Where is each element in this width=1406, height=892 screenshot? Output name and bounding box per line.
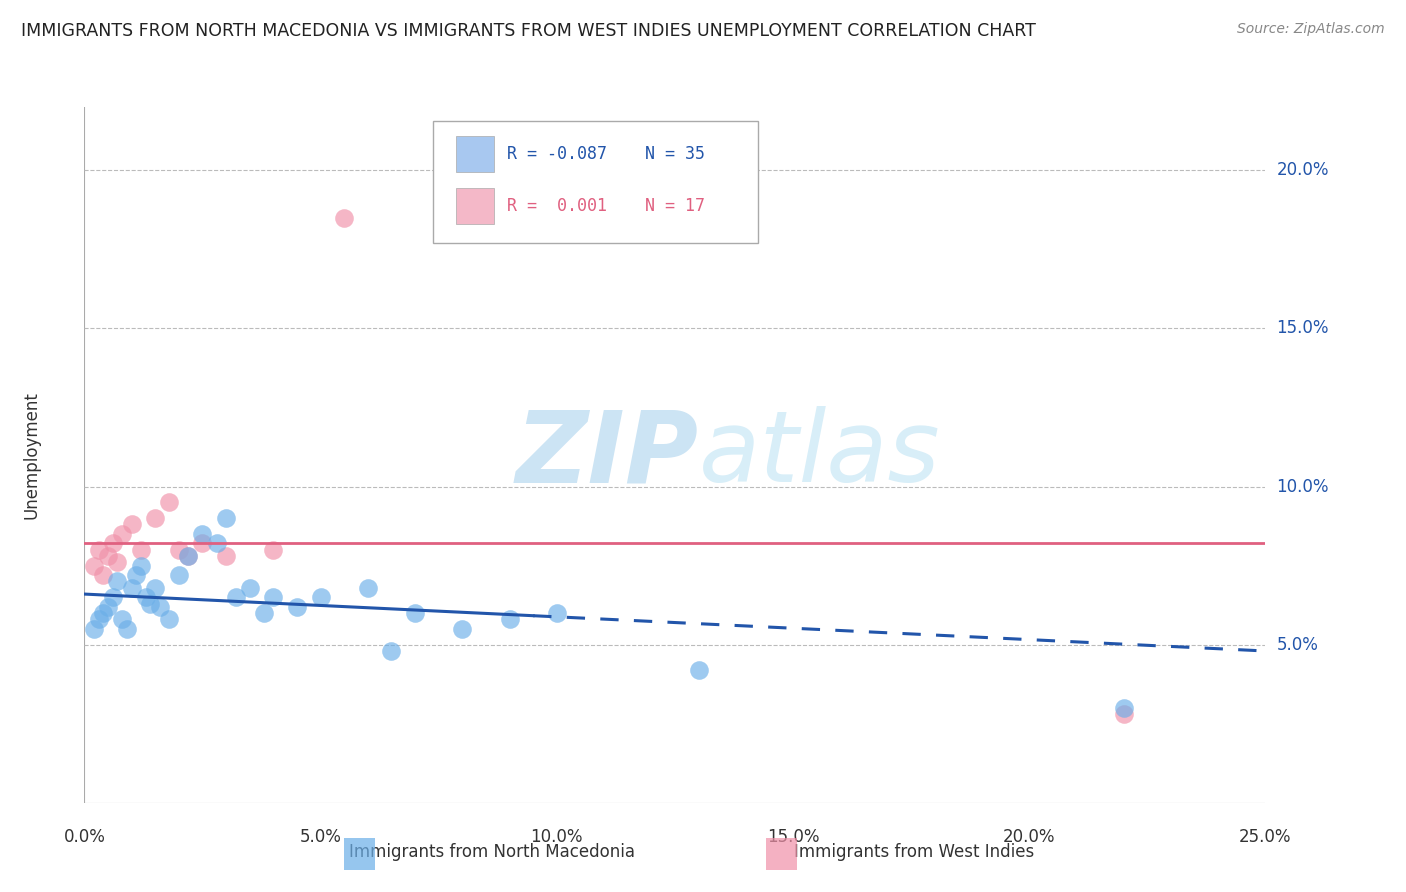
Point: [688, 663, 710, 677]
Point: [167, 568, 190, 582]
Point: [380, 644, 402, 658]
Point: [143, 511, 166, 525]
Point: [215, 511, 238, 525]
Point: [309, 591, 332, 605]
Point: [253, 606, 276, 620]
Point: [129, 542, 152, 557]
Text: R = -0.087: R = -0.087: [508, 145, 607, 162]
Text: 5.0%: 5.0%: [299, 828, 342, 846]
Text: 25.0%: 25.0%: [1239, 828, 1292, 846]
Point: [107, 556, 129, 570]
FancyBboxPatch shape: [433, 121, 758, 243]
Text: 10.0%: 10.0%: [1277, 477, 1329, 496]
Point: [498, 612, 520, 626]
Point: [205, 536, 228, 550]
Text: 5.0%: 5.0%: [1277, 636, 1319, 654]
Point: [115, 622, 138, 636]
FancyBboxPatch shape: [457, 187, 494, 224]
Point: [157, 495, 180, 509]
Point: [333, 211, 356, 225]
Point: [143, 581, 166, 595]
Point: [125, 568, 148, 582]
Point: [1112, 707, 1135, 722]
Point: [129, 558, 152, 573]
Text: 20.0%: 20.0%: [1277, 161, 1329, 179]
Text: 20.0%: 20.0%: [1002, 828, 1056, 846]
Point: [97, 599, 120, 614]
Text: Immigrants from North Macedonia: Immigrants from North Macedonia: [349, 843, 636, 861]
Point: [1112, 701, 1135, 715]
Point: [149, 599, 172, 614]
Point: [83, 558, 105, 573]
Text: Source: ZipAtlas.com: Source: ZipAtlas.com: [1237, 22, 1385, 37]
Point: [107, 574, 129, 589]
Point: [262, 591, 284, 605]
Text: 0.0%: 0.0%: [63, 828, 105, 846]
Point: [167, 542, 190, 557]
Text: 15.0%: 15.0%: [1277, 319, 1329, 337]
Text: N = 17: N = 17: [645, 197, 706, 215]
Point: [215, 549, 238, 563]
Point: [285, 599, 308, 614]
Text: 10.0%: 10.0%: [530, 828, 583, 846]
Point: [83, 622, 105, 636]
Point: [97, 549, 120, 563]
Point: [121, 517, 143, 532]
Point: [191, 536, 214, 550]
Text: Unemployment: Unemployment: [22, 391, 41, 519]
Point: [357, 581, 380, 595]
Text: ZIP: ZIP: [516, 407, 699, 503]
FancyBboxPatch shape: [457, 136, 494, 172]
Point: [111, 612, 134, 626]
Point: [157, 612, 180, 626]
Point: [451, 622, 474, 636]
Point: [177, 549, 200, 563]
Text: Immigrants from West Indies: Immigrants from West Indies: [794, 843, 1033, 861]
Text: atlas: atlas: [699, 407, 941, 503]
Point: [101, 591, 124, 605]
Point: [135, 591, 157, 605]
Point: [191, 527, 214, 541]
Point: [91, 568, 114, 582]
Text: R =  0.001: R = 0.001: [508, 197, 607, 215]
Text: IMMIGRANTS FROM NORTH MACEDONIA VS IMMIGRANTS FROM WEST INDIES UNEMPLOYMENT CORR: IMMIGRANTS FROM NORTH MACEDONIA VS IMMIG…: [21, 22, 1036, 40]
Point: [87, 542, 110, 557]
Point: [87, 612, 110, 626]
Point: [262, 542, 284, 557]
Point: [225, 591, 247, 605]
Point: [139, 597, 162, 611]
Point: [546, 606, 568, 620]
Point: [177, 549, 200, 563]
Point: [404, 606, 426, 620]
Point: [239, 581, 262, 595]
Text: N = 35: N = 35: [645, 145, 706, 162]
Point: [121, 581, 143, 595]
Point: [91, 606, 114, 620]
Point: [101, 536, 124, 550]
Point: [111, 527, 134, 541]
Text: 15.0%: 15.0%: [766, 828, 820, 846]
